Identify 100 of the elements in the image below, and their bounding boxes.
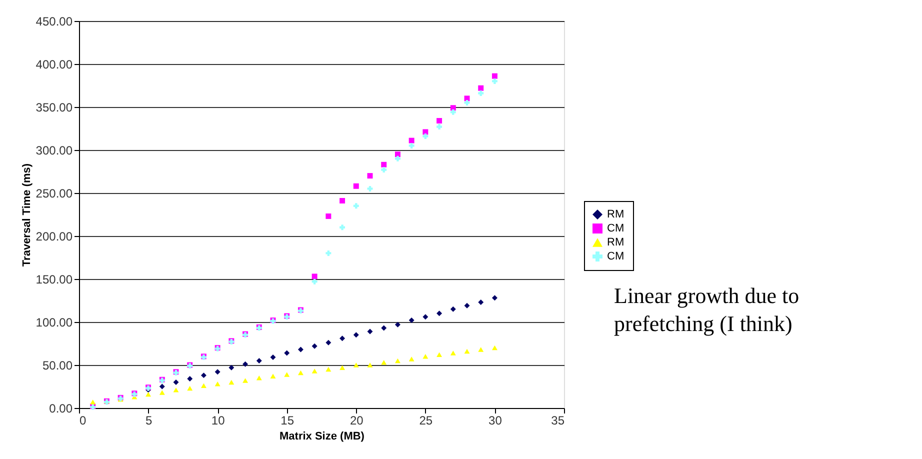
point <box>422 129 428 135</box>
point <box>340 198 346 204</box>
point <box>326 340 332 346</box>
point <box>422 314 428 320</box>
point <box>284 350 290 356</box>
point <box>367 328 373 334</box>
point <box>450 109 456 115</box>
point <box>173 379 179 385</box>
point <box>367 186 373 192</box>
x-tick-label: 10 <box>211 414 226 428</box>
point <box>408 318 414 324</box>
y-tick-label: 100.00 <box>36 316 73 330</box>
point <box>242 378 248 383</box>
point <box>228 380 234 385</box>
text: Linear growth due to prefetching (I think) <box>614 283 800 336</box>
point <box>394 358 400 364</box>
point <box>450 306 456 312</box>
point <box>436 124 442 130</box>
point <box>298 346 304 352</box>
point <box>478 85 484 91</box>
point <box>228 364 234 370</box>
point <box>200 383 206 388</box>
point <box>256 358 262 364</box>
point <box>436 118 442 124</box>
point <box>340 336 346 342</box>
point <box>478 90 484 96</box>
point <box>173 388 179 392</box>
point <box>408 356 414 362</box>
point <box>492 345 498 350</box>
point <box>326 250 332 256</box>
x-tick-label: 5 <box>145 414 152 428</box>
point <box>353 362 359 368</box>
point <box>464 302 470 308</box>
point <box>408 138 414 144</box>
point <box>312 343 318 349</box>
x-tick-label: 35 <box>551 414 565 428</box>
point <box>214 369 220 375</box>
point <box>464 100 470 106</box>
legend-label: CM <box>607 222 624 234</box>
point <box>381 162 387 168</box>
y-tick-label: 350.00 <box>36 100 73 114</box>
y-tick-label: 300.00 <box>36 144 73 158</box>
legend-label: CM <box>607 250 624 262</box>
legend-label: RM <box>607 208 624 220</box>
y-tick-label: 50.00 <box>42 358 73 372</box>
point <box>492 73 498 79</box>
point <box>90 400 96 404</box>
point <box>326 366 332 372</box>
y-tick-label: 150.00 <box>36 272 73 286</box>
y-tick-label: 250.00 <box>36 186 73 200</box>
point <box>159 384 165 390</box>
point <box>394 322 400 328</box>
y-axis-title: Traversal Time (ms) <box>20 163 33 267</box>
point <box>270 374 276 379</box>
point <box>284 372 290 377</box>
point <box>478 347 484 352</box>
point <box>450 350 456 356</box>
point <box>492 295 498 301</box>
point <box>353 332 359 338</box>
point <box>200 372 206 378</box>
point <box>159 390 165 395</box>
x-tick-label: 15 <box>280 414 294 428</box>
point <box>436 352 442 358</box>
point <box>381 325 387 331</box>
point <box>326 213 332 219</box>
point <box>187 376 193 382</box>
point <box>340 365 346 370</box>
point <box>367 173 373 179</box>
point <box>422 134 428 139</box>
point <box>353 203 359 209</box>
y-tick-label: 0.00 <box>49 402 73 416</box>
x-tick-label: 30 <box>488 414 502 428</box>
point <box>478 299 484 305</box>
point <box>450 105 456 111</box>
y-tick-label: 200.00 <box>36 230 73 244</box>
x-tick-label: 20 <box>350 414 364 428</box>
point <box>214 382 220 386</box>
point <box>394 152 400 158</box>
legend-label: RM <box>607 236 624 248</box>
point <box>464 348 470 354</box>
point <box>394 156 400 162</box>
y-tick-label: 450.00 <box>36 14 73 28</box>
point <box>436 310 442 316</box>
point <box>312 368 318 374</box>
point <box>298 370 304 376</box>
point <box>381 360 387 365</box>
x-tick-label: 0 <box>80 414 86 428</box>
point <box>242 361 248 367</box>
point <box>492 78 498 84</box>
point <box>312 274 318 280</box>
x-tick-label: 25 <box>419 414 433 428</box>
point <box>367 362 373 368</box>
x-axis-title: Matrix Size (MB) <box>280 430 365 442</box>
point <box>340 224 346 230</box>
point <box>408 142 414 148</box>
point <box>256 376 262 380</box>
point <box>381 167 387 173</box>
point <box>146 392 152 397</box>
point <box>353 183 359 189</box>
point <box>187 386 193 391</box>
